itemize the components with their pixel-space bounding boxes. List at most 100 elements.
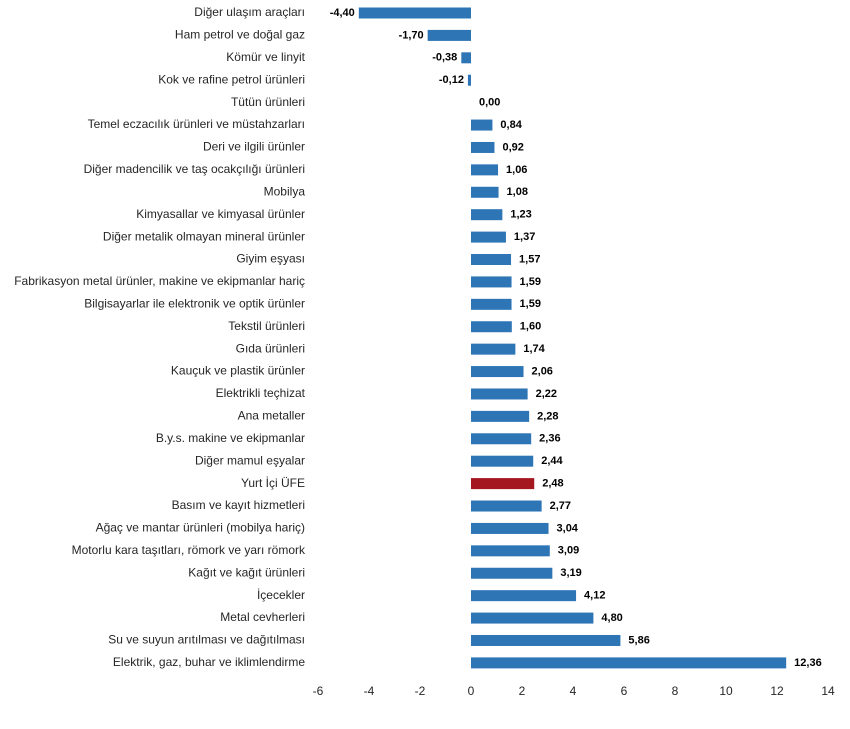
category-label: Ana metaller	[238, 409, 305, 423]
value-label: 0,00	[479, 97, 500, 109]
bar	[471, 433, 532, 445]
x-tick-label: 4	[570, 684, 577, 698]
bar	[471, 254, 512, 266]
category-label: Tekstil ürünleri	[228, 319, 305, 333]
value-label: 1,74	[523, 343, 545, 355]
bar	[471, 388, 528, 400]
bar	[471, 164, 499, 176]
value-label: 4,12	[584, 590, 605, 602]
bar	[471, 657, 787, 669]
category-label: Kağıt ve kağıt ürünleri	[188, 565, 305, 579]
value-label: 2,48	[542, 478, 563, 490]
category-label: Su ve suyun arıtılması ve dağıtılması	[108, 633, 305, 647]
category-label: Ağaç ve mantar ürünleri (mobilya hariç)	[96, 521, 305, 535]
category-label: Kömür ve linyit	[226, 50, 305, 64]
value-label: 1,59	[520, 276, 541, 288]
category-label: Kauçuk ve plastik ürünler	[171, 364, 305, 378]
bar	[427, 29, 471, 41]
category-label: Diğer metalik olmayan mineral ürünler	[103, 229, 305, 243]
category-label: Mobilya	[264, 184, 306, 198]
x-tick-label: 2	[519, 684, 526, 698]
bar	[471, 567, 553, 579]
category-label: Gıda ürünleri	[236, 341, 305, 355]
bar	[461, 52, 471, 64]
bar	[471, 321, 512, 333]
value-label: 5,86	[628, 634, 649, 646]
bar	[471, 522, 549, 534]
bar	[471, 545, 550, 557]
x-tick-label: 8	[672, 684, 679, 698]
category-label: Ham petrol ve doğal gaz	[175, 28, 305, 42]
value-label: 2,36	[539, 433, 560, 445]
bar	[471, 186, 499, 198]
category-label: Elektrikli teçhizat	[216, 386, 306, 400]
category-label: Temel eczacılık ürünleri ve müstahzarlar…	[88, 117, 305, 131]
value-label: 3,09	[558, 545, 579, 557]
bar	[471, 343, 516, 355]
value-label: 1,37	[514, 231, 535, 243]
x-tick-label: 6	[621, 684, 628, 698]
bar	[471, 141, 495, 153]
value-label: -4,40	[330, 7, 355, 19]
bar	[471, 366, 524, 378]
value-label: 1,23	[510, 209, 531, 221]
bar	[471, 410, 530, 422]
category-label: Tütün ürünleri	[231, 95, 305, 109]
value-label: 12,36	[794, 657, 822, 669]
value-label: 1,60	[520, 321, 541, 333]
category-label: Giyim eşyası	[236, 252, 305, 266]
value-label: 4,80	[601, 612, 622, 624]
category-label: Metal cevherleri	[220, 610, 305, 624]
category-label: B.y.s. makine ve ekipmanlar	[156, 431, 305, 445]
category-label: Kok ve rafine petrol ürünleri	[158, 72, 305, 86]
category-label: Yurt İçi ÜFE	[241, 476, 305, 490]
category-label: Fabrikasyon metal ürünler, makine ve eki…	[14, 274, 305, 288]
value-label: 1,06	[506, 164, 527, 176]
x-tick-label: 14	[821, 684, 835, 698]
x-tick-label: -6	[313, 684, 324, 698]
category-label: Diğer ulaşım araçları	[194, 5, 305, 19]
bar	[467, 74, 471, 86]
category-label: Bilgisayarlar ile elektronik ve optik ür…	[84, 297, 305, 311]
bar	[471, 634, 621, 646]
value-label: 2,22	[536, 388, 557, 400]
value-label: 3,19	[560, 567, 581, 579]
value-label: 2,06	[532, 365, 553, 377]
value-label: 1,57	[519, 253, 540, 265]
category-label: Elektrik, gaz, buhar ve iklimlendirme	[113, 655, 305, 669]
value-label: 2,44	[541, 455, 563, 467]
category-label: Basım ve kayıt hizmetleri	[172, 498, 305, 512]
value-label: -0,12	[439, 74, 464, 86]
bar	[358, 7, 471, 19]
bar	[471, 119, 493, 131]
value-label: 0,84	[500, 119, 522, 131]
bar	[471, 231, 506, 243]
bar	[471, 298, 512, 310]
x-tick-label: -4	[364, 684, 375, 698]
category-label: Diğer madencilik ve taş ocakçılığı ürünl…	[84, 162, 305, 176]
category-label: Kimyasallar ve kimyasal ürünler	[136, 207, 305, 221]
bar	[471, 478, 535, 490]
x-tick-label: 0	[468, 684, 475, 698]
value-label: 2,77	[550, 500, 571, 512]
value-label: 0,92	[502, 141, 523, 153]
x-tick-label: 10	[719, 684, 733, 698]
category-label: İçecekler	[257, 588, 305, 602]
bar	[471, 500, 542, 512]
value-label: 2,28	[537, 410, 558, 422]
value-label: 3,04	[557, 522, 579, 534]
category-label: Diğer mamul eşyalar	[195, 453, 305, 467]
bar	[471, 590, 577, 602]
category-label: Deri ve ilgili ürünler	[203, 140, 305, 154]
x-tick-label: 12	[770, 684, 784, 698]
bar	[471, 612, 594, 624]
bar	[471, 455, 534, 467]
bar	[471, 209, 503, 221]
value-label: 1,08	[507, 186, 528, 198]
value-label: -1,70	[399, 29, 424, 41]
x-tick-label: -2	[415, 684, 426, 698]
category-label: Motorlu kara taşıtları, römork ve yarı r…	[72, 543, 306, 557]
bar	[471, 276, 512, 288]
value-label: -0,38	[432, 52, 457, 64]
